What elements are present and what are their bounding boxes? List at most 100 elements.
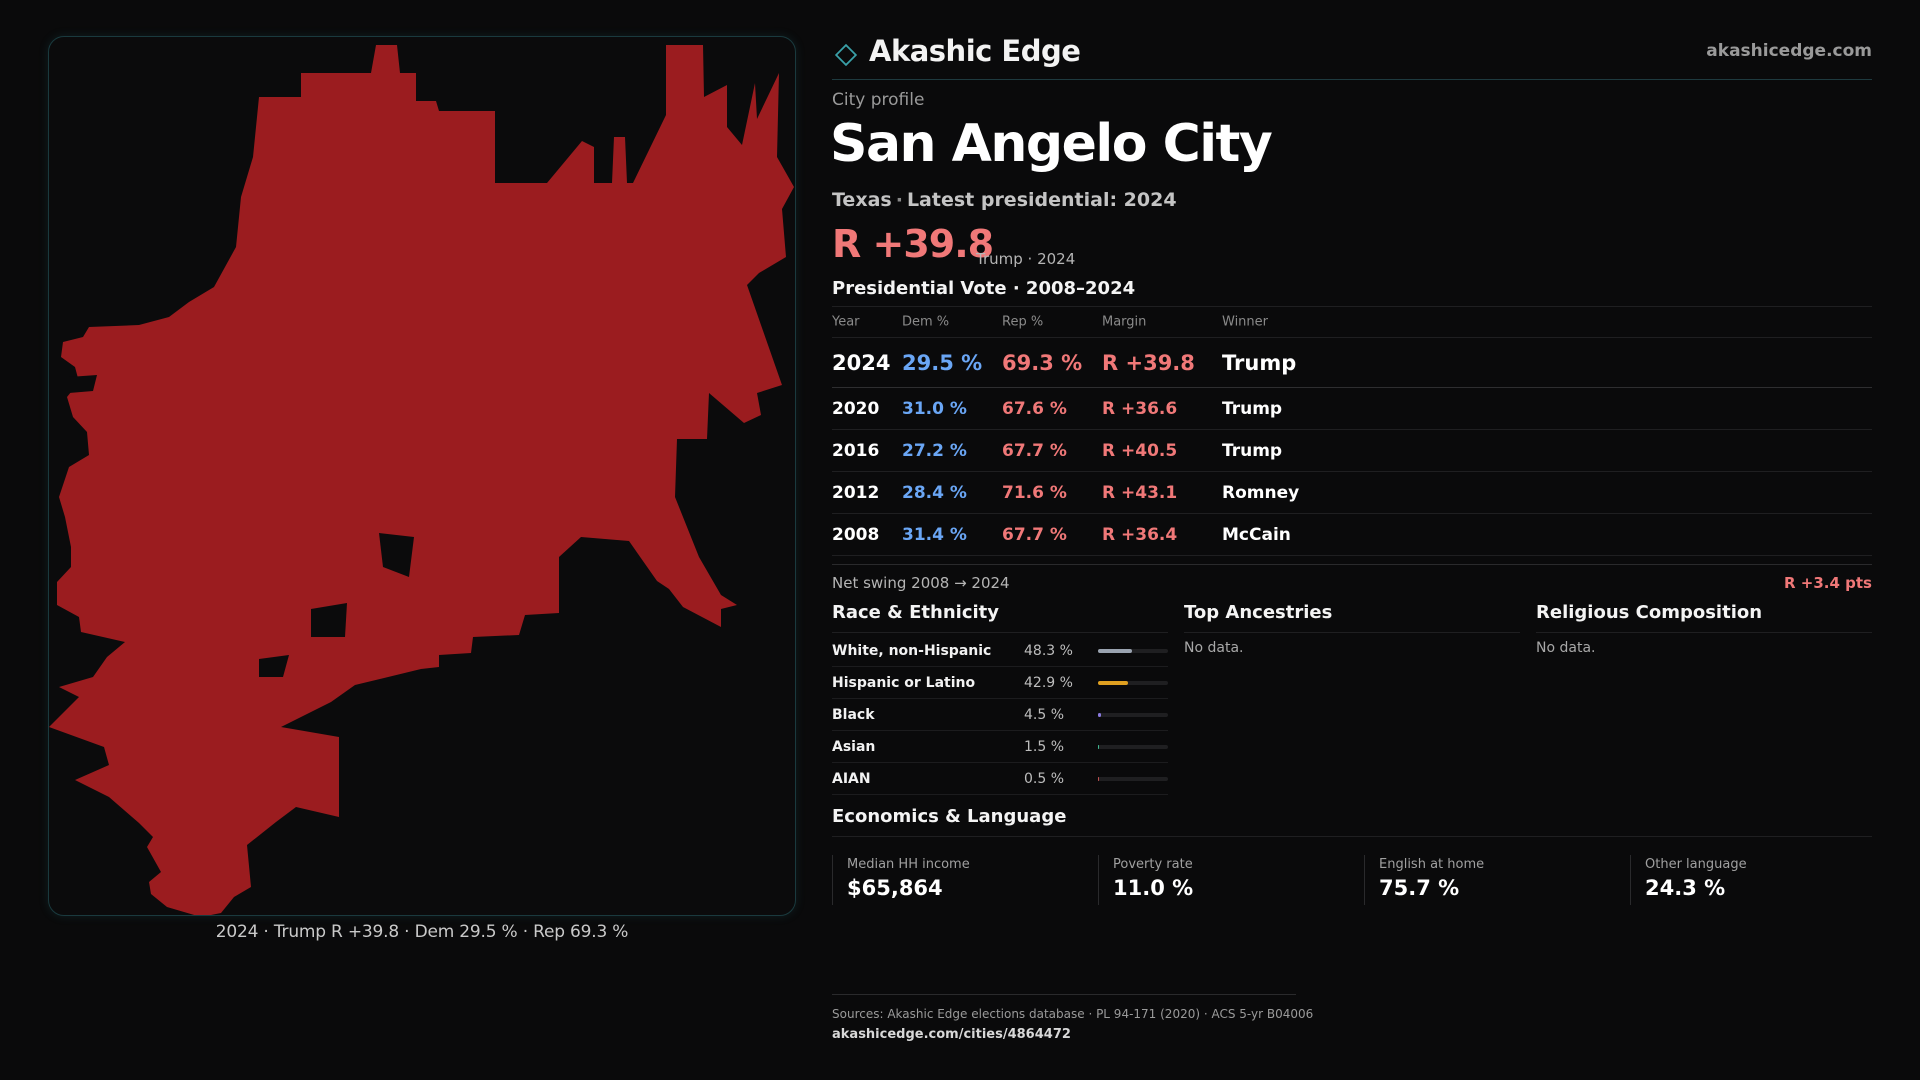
race-name: White, non-Hispanic <box>832 643 992 659</box>
winner-cell: McCain <box>1222 524 1291 545</box>
latest-election: Latest presidential: 2024 <box>906 189 1177 211</box>
city-boundary-shape <box>49 45 794 915</box>
rep-cell: 67.7 % <box>1002 524 1067 545</box>
map-caption: 2024 · Trump R +39.8 · Dem 29.5 % · Rep … <box>215 922 629 942</box>
diamond-logo-icon <box>835 44 857 66</box>
map-hole <box>69 375 97 393</box>
race-name: Hispanic or Latino <box>832 675 976 691</box>
brand-name[interactable]: Akashic Edge <box>869 34 1081 68</box>
race-row: Asian 1.5 % <box>832 731 1168 763</box>
race-percent: 42.9 % <box>1024 675 1073 691</box>
presidential-vote-title: Presidential Vote · 2008–2024 <box>832 278 1136 299</box>
city-boundary-map[interactable] <box>48 36 796 916</box>
top-ancestries-section: Top Ancestries No data. <box>1184 600 1520 656</box>
headline-margin: R +39.8 <box>832 222 994 266</box>
margin-cell: R +43.1 <box>1102 482 1178 503</box>
margin-cell: R +39.8 <box>1102 350 1195 375</box>
econ-value: 24.3 % <box>1645 876 1726 900</box>
religion-empty-note: No data. <box>1536 640 1596 656</box>
race-bar-fill <box>1098 745 1100 749</box>
dem-cell: 29.5 % <box>902 350 983 375</box>
dem-cell: 31.0 % <box>902 398 967 419</box>
rep-cell: 67.7 % <box>1002 440 1067 461</box>
econ-label: Median HH income <box>847 857 970 872</box>
year-cell: 2012 <box>832 482 880 503</box>
sources-text: Sources: Akashic Edge elections database… <box>832 1007 1314 1021</box>
race-name: Black <box>832 707 875 723</box>
race-bar-fill <box>1098 681 1129 685</box>
econ-card-other-language: Other language 24.3 % <box>1630 855 1880 905</box>
table-row: 2008 31.4 % 67.7 % R +36.4 McCain <box>832 514 1872 556</box>
table-row: 2020 31.0 % 67.6 % R +36.6 Trump <box>832 388 1872 430</box>
header-rep: Rep % <box>1002 314 1044 330</box>
econ-label: Other language <box>1645 857 1747 872</box>
table-row: 2024 29.5 % 69.3 % R +39.8 Trump <box>832 338 1872 388</box>
sources-footer: Sources: Akashic Edge elections database… <box>832 994 1314 1042</box>
race-bar-fill <box>1098 649 1132 653</box>
race-percent: 48.3 % <box>1024 643 1073 659</box>
rep-cell: 71.6 % <box>1002 482 1067 503</box>
race-row: AIAN 0.5 % <box>832 763 1168 795</box>
year-cell: 2024 <box>832 350 891 375</box>
race-name: AIAN <box>832 771 871 787</box>
religious-composition-section: Religious Composition No data. <box>1536 600 1872 656</box>
race-percent: 4.5 % <box>1024 707 1065 723</box>
map-hole <box>379 533 414 577</box>
econ-label: Poverty rate <box>1113 857 1193 872</box>
ancestries-empty-note: No data. <box>1184 640 1244 656</box>
winner-cell: Romney <box>1222 482 1300 503</box>
net-swing-value: R +3.4 pts <box>1784 574 1872 592</box>
race-bar-track <box>1098 649 1168 653</box>
econ-label: English at home <box>1379 857 1485 872</box>
race-bar-track <box>1098 713 1168 717</box>
winner-cell: Trump <box>1222 398 1283 419</box>
dem-cell: 28.4 % <box>902 482 967 503</box>
page-kicker: City profile <box>832 90 925 110</box>
margin-cell: R +36.6 <box>1102 398 1178 419</box>
race-ethnicity-title: Race & Ethnicity <box>832 600 1168 633</box>
dem-cell: 31.4 % <box>902 524 967 545</box>
brand-url-link[interactable]: akashicedge.com <box>1706 41 1872 61</box>
header-margin: Margin <box>1102 314 1147 330</box>
econ-card-english: English at home 75.7 % <box>1364 855 1614 905</box>
econ-card-poverty: Poverty rate 11.0 % <box>1098 855 1348 905</box>
dem-cell: 27.2 % <box>902 440 967 461</box>
economics-language-title: Economics & Language <box>832 806 1067 827</box>
margin-cell: R +40.5 <box>1102 440 1178 461</box>
top-ancestries-title: Top Ancestries <box>1184 600 1520 633</box>
race-bar-fill <box>1098 713 1102 717</box>
race-bar-track <box>1098 681 1168 685</box>
winner-cell: Trump <box>1222 440 1283 461</box>
race-row: White, non-Hispanic 48.3 % <box>832 635 1168 667</box>
header-dem: Dem % <box>902 314 950 330</box>
net-swing-label: Net swing 2008 → 2024 <box>832 574 1010 592</box>
year-cell: 2020 <box>832 398 880 419</box>
race-bar-track <box>1098 777 1168 781</box>
table-header-row: Year Dem % Rep % Margin Winner <box>832 306 1872 338</box>
economics-cards: Median HH income $65,864 Poverty rate 11… <box>832 836 1872 908</box>
table-row: 2012 28.4 % 71.6 % R +43.1 Romney <box>832 472 1872 514</box>
race-row: Black 4.5 % <box>832 699 1168 731</box>
race-row: Hispanic or Latino 42.9 % <box>832 667 1168 699</box>
race-ethnicity-section: Race & Ethnicity White, non-Hispanic 48.… <box>832 600 1168 795</box>
state-name: Texas <box>832 189 892 211</box>
winner-cell: Trump <box>1222 350 1297 375</box>
year-cell: 2016 <box>832 440 880 461</box>
econ-card-income: Median HH income $65,864 <box>832 855 1082 905</box>
econ-value: 75.7 % <box>1379 876 1460 900</box>
headline-margin-note: Trump · 2024 <box>976 250 1076 268</box>
header-year: Year <box>832 314 860 330</box>
rep-cell: 67.6 % <box>1002 398 1067 419</box>
race-list: White, non-Hispanic 48.3 % Hispanic or L… <box>832 635 1168 795</box>
header-winner: Winner <box>1222 314 1269 330</box>
religious-composition-title: Religious Composition <box>1536 600 1872 633</box>
race-name: Asian <box>832 739 876 755</box>
net-swing-row: Net swing 2008 → 2024 R +3.4 pts <box>832 564 1872 600</box>
map-hole <box>311 603 347 637</box>
city-polygon <box>49 45 794 915</box>
race-bar-fill <box>1098 777 1099 781</box>
year-cell: 2008 <box>832 524 880 545</box>
table-row: 2016 27.2 % 67.7 % R +40.5 Trump <box>832 430 1872 472</box>
sources-url-link[interactable]: akashicedge.com/cities/4864472 <box>832 1027 1071 1042</box>
econ-value: 11.0 % <box>1113 876 1194 900</box>
